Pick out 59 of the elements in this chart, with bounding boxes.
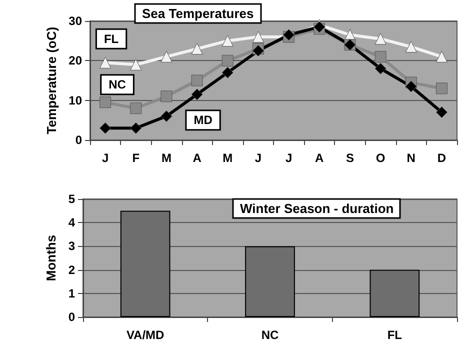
x-tick-label: F	[132, 151, 140, 165]
series-label: FL	[104, 32, 119, 46]
x-tick-label: N	[406, 151, 416, 165]
point	[436, 50, 448, 62]
point	[374, 33, 386, 45]
point	[191, 88, 203, 100]
point	[405, 80, 417, 92]
x-tick-label: S	[346, 151, 354, 165]
bar	[370, 270, 420, 317]
y-tick-label: 4	[68, 216, 76, 230]
point	[160, 50, 172, 62]
x-tick-label: D	[437, 151, 446, 165]
x-tick-label: J	[254, 151, 262, 165]
x-tick-label: M	[222, 151, 233, 165]
chart-title: Sea Temperatures	[142, 6, 254, 21]
y-tick-label: 30	[68, 14, 82, 28]
point	[222, 54, 234, 66]
series-label: NC	[108, 78, 126, 92]
y-axis-title: Months	[43, 234, 58, 282]
bar	[120, 210, 170, 317]
point	[130, 58, 142, 70]
x-tick-label: VA/MD	[126, 328, 165, 342]
point	[100, 56, 112, 68]
y-tick-label: 20	[68, 54, 82, 68]
point	[191, 43, 203, 55]
point	[130, 102, 142, 114]
point	[436, 82, 448, 94]
series-label: MD	[194, 113, 213, 128]
y-tick-label: 1	[68, 286, 76, 300]
bar	[245, 246, 295, 317]
y-axis-title: Temperature (oC)	[44, 26, 59, 134]
y-tick-label: 5	[68, 192, 76, 206]
x-tick-label: J	[285, 151, 292, 165]
y-tick-label: 3	[68, 239, 76, 254]
x-tick-label: O	[376, 151, 386, 165]
x-tick-label: NC	[261, 328, 279, 342]
point	[160, 90, 172, 102]
x-tick-label: J	[102, 151, 109, 165]
point	[130, 122, 142, 134]
point	[100, 96, 112, 108]
y-tick-label: 0	[75, 133, 82, 147]
chart-title: Winter Season - duration	[240, 201, 394, 216]
point	[160, 110, 172, 122]
point	[252, 31, 264, 43]
x-tick-label: FL	[387, 328, 402, 342]
point	[100, 122, 112, 134]
point	[436, 106, 448, 118]
y-tick-label: 10	[68, 93, 82, 108]
x-tick-label: M	[161, 151, 172, 165]
x-tick-label: A	[192, 151, 202, 165]
point	[222, 66, 234, 78]
x-tick-label: A	[315, 151, 324, 165]
point	[222, 35, 234, 47]
y-tick-label: 0	[68, 310, 76, 324]
point	[374, 62, 386, 74]
y-tick-label: 2	[68, 262, 76, 277]
point	[191, 74, 203, 86]
point	[374, 50, 386, 62]
point	[405, 41, 417, 53]
